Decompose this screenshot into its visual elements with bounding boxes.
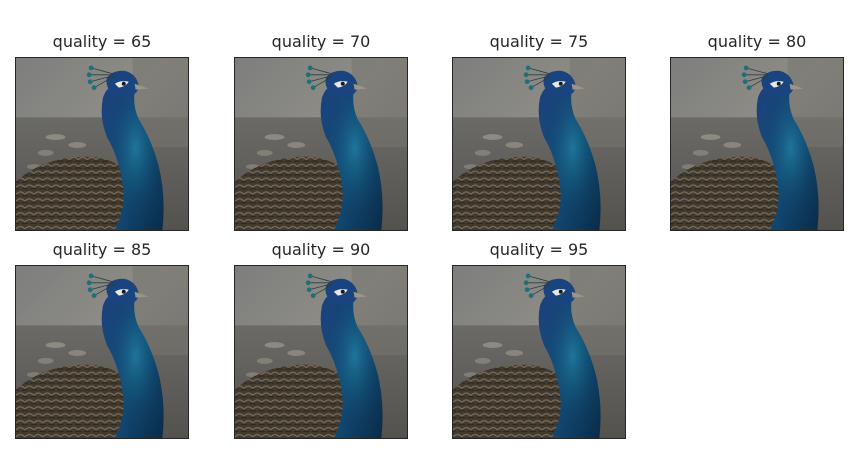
panel-title: quality = 95 bbox=[489, 240, 589, 259]
panel-quality-75: quality = 75 bbox=[452, 31, 626, 241]
panel-title: quality = 65 bbox=[52, 32, 152, 51]
panel-title: quality = 90 bbox=[271, 240, 371, 259]
peacock-image bbox=[15, 265, 189, 439]
panel-quality-95: quality = 95 bbox=[452, 239, 626, 449]
peacock-image bbox=[670, 57, 844, 231]
panel-title: quality = 85 bbox=[52, 240, 152, 259]
peacock-image bbox=[452, 57, 626, 231]
peacock-image bbox=[15, 57, 189, 231]
peacock-image bbox=[234, 57, 408, 231]
panel-quality-80: quality = 80 bbox=[670, 31, 844, 241]
panel-quality-90: quality = 90 bbox=[234, 239, 408, 449]
panel-quality-85: quality = 85 bbox=[15, 239, 189, 449]
panel-title: quality = 80 bbox=[707, 32, 807, 51]
panel-title: quality = 70 bbox=[271, 32, 371, 51]
panel-quality-65: quality = 65 bbox=[15, 31, 189, 241]
peacock-image bbox=[234, 265, 408, 439]
panel-quality-70: quality = 70 bbox=[234, 31, 408, 241]
peacock-image bbox=[452, 265, 626, 439]
panel-title: quality = 75 bbox=[489, 32, 589, 51]
